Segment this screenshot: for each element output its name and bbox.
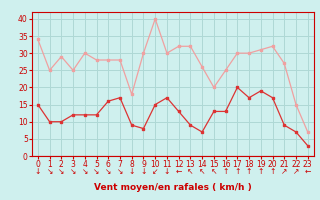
Text: ↑: ↑ xyxy=(234,167,241,176)
Text: ←: ← xyxy=(305,167,311,176)
Text: ↗: ↗ xyxy=(293,167,299,176)
Text: ↖: ↖ xyxy=(199,167,205,176)
X-axis label: Vent moyen/en rafales ( km/h ): Vent moyen/en rafales ( km/h ) xyxy=(94,183,252,192)
Text: ↖: ↖ xyxy=(187,167,194,176)
Text: ↓: ↓ xyxy=(129,167,135,176)
Text: ↑: ↑ xyxy=(258,167,264,176)
Text: ↘: ↘ xyxy=(58,167,65,176)
Text: ↖: ↖ xyxy=(211,167,217,176)
Text: ↓: ↓ xyxy=(140,167,147,176)
Text: ←: ← xyxy=(175,167,182,176)
Text: ↘: ↘ xyxy=(117,167,123,176)
Text: ↑: ↑ xyxy=(222,167,229,176)
Text: ↑: ↑ xyxy=(269,167,276,176)
Text: ↓: ↓ xyxy=(164,167,170,176)
Text: ↗: ↗ xyxy=(281,167,287,176)
Text: ↘: ↘ xyxy=(105,167,111,176)
Text: ↘: ↘ xyxy=(70,167,76,176)
Text: ↘: ↘ xyxy=(46,167,53,176)
Text: ↘: ↘ xyxy=(82,167,88,176)
Text: ↓: ↓ xyxy=(35,167,41,176)
Text: ↑: ↑ xyxy=(246,167,252,176)
Text: ↘: ↘ xyxy=(93,167,100,176)
Text: ↙: ↙ xyxy=(152,167,158,176)
